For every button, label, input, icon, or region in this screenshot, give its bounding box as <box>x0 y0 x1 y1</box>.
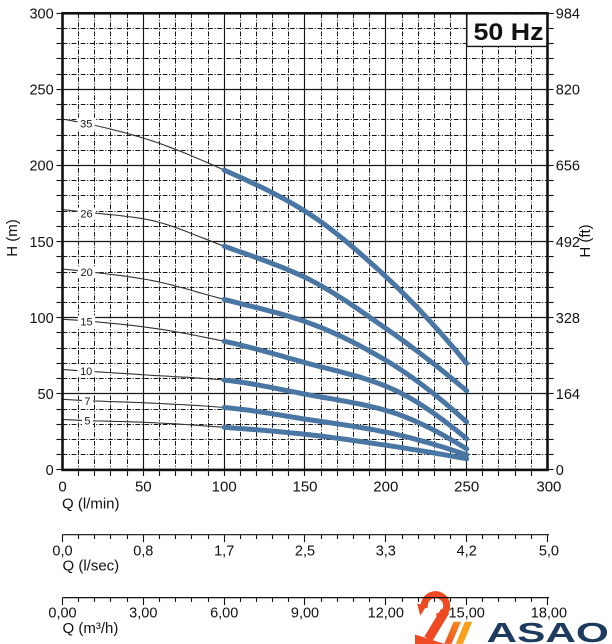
svg-text:150: 150 <box>292 478 317 495</box>
svg-text:100: 100 <box>29 311 53 327</box>
svg-text:50: 50 <box>135 478 152 495</box>
svg-text:0: 0 <box>556 463 564 479</box>
svg-text:0,8: 0,8 <box>133 543 153 559</box>
svg-text:0,0: 0,0 <box>52 543 72 559</box>
svg-text:12,00: 12,00 <box>368 605 404 621</box>
svg-text:20: 20 <box>80 267 92 279</box>
svg-text:4,2: 4,2 <box>457 543 477 559</box>
svg-text:0: 0 <box>46 463 54 479</box>
svg-text:100: 100 <box>212 478 237 495</box>
svg-text:656: 656 <box>556 159 580 175</box>
svg-text:3,3: 3,3 <box>376 543 396 559</box>
svg-text:Q (m³/h): Q (m³/h) <box>63 620 119 637</box>
svg-text:250: 250 <box>29 83 53 99</box>
svg-text:492: 492 <box>556 235 580 251</box>
svg-text:5: 5 <box>84 416 90 428</box>
svg-text:150: 150 <box>29 235 53 251</box>
svg-text:984: 984 <box>556 7 580 23</box>
svg-text:15,00: 15,00 <box>449 605 485 621</box>
svg-text:5,0: 5,0 <box>539 543 559 559</box>
svg-text:18,00: 18,00 <box>531 605 567 621</box>
svg-text:0,00: 0,00 <box>48 605 76 621</box>
svg-text:50 Hz: 50 Hz <box>474 19 544 46</box>
svg-text:1,7: 1,7 <box>214 543 234 559</box>
svg-text:7: 7 <box>84 396 90 408</box>
svg-text:200: 200 <box>29 159 53 175</box>
svg-text:15: 15 <box>80 316 92 328</box>
svg-text:26: 26 <box>80 209 92 221</box>
svg-text:164: 164 <box>556 387 580 403</box>
svg-text:2,5: 2,5 <box>295 543 315 559</box>
svg-text:9,00: 9,00 <box>291 605 319 621</box>
svg-text:328: 328 <box>556 311 580 327</box>
svg-text:35: 35 <box>80 119 92 131</box>
svg-text:300: 300 <box>536 478 561 495</box>
svg-text:6,00: 6,00 <box>210 605 238 621</box>
svg-text:10: 10 <box>80 366 92 378</box>
svg-text:200: 200 <box>373 478 398 495</box>
svg-text:300: 300 <box>29 7 53 23</box>
svg-text:H (m): H (m) <box>4 219 21 257</box>
svg-text:250: 250 <box>454 478 479 495</box>
svg-text:3,00: 3,00 <box>129 605 157 621</box>
svg-text:Q (l/sec): Q (l/sec) <box>63 557 120 574</box>
svg-text:820: 820 <box>556 83 580 99</box>
svg-text:H (ft): H (ft) <box>577 224 594 257</box>
svg-text:0: 0 <box>58 478 66 495</box>
svg-text:ASAO: ASAO <box>487 617 609 644</box>
svg-text:50: 50 <box>38 387 54 403</box>
svg-text:Q (l/min): Q (l/min) <box>62 496 120 513</box>
